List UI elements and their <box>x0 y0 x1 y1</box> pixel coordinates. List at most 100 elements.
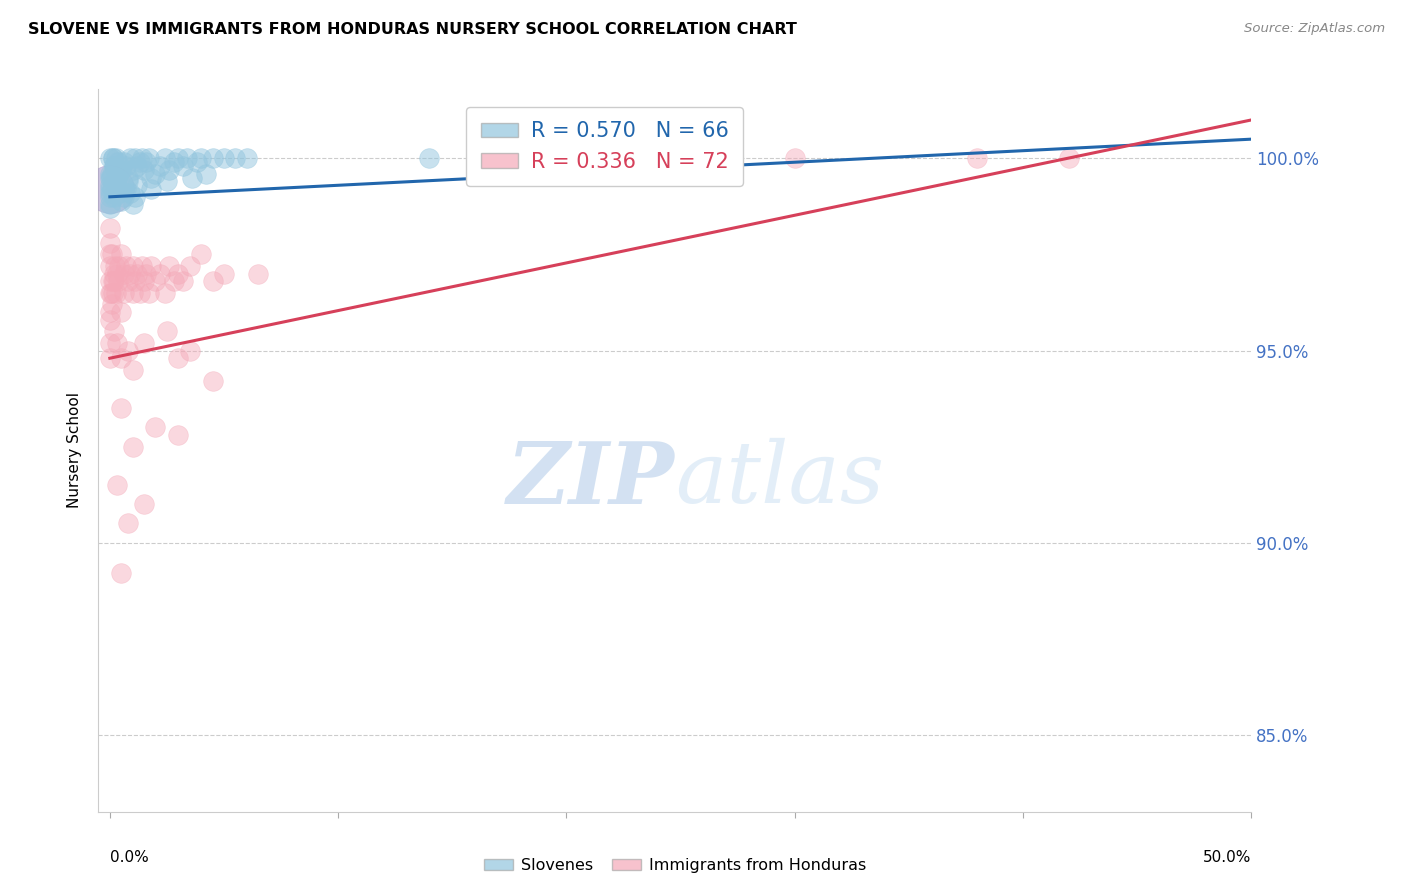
Point <box>98 152 121 166</box>
Point <box>186 155 208 169</box>
Text: atlas: atlas <box>675 438 884 521</box>
Point <box>110 247 132 261</box>
Text: SLOVENE VS IMMIGRANTS FROM HONDURAS NURSERY SCHOOL CORRELATION CHART: SLOVENE VS IMMIGRANTS FROM HONDURAS NURS… <box>28 22 797 37</box>
Point <box>163 155 186 169</box>
Point <box>121 363 143 377</box>
Point <box>201 274 224 288</box>
Point <box>127 159 149 173</box>
Legend: R = 0.570   N = 66, R = 0.336   N = 72: R = 0.570 N = 66, R = 0.336 N = 72 <box>467 107 744 186</box>
Point <box>101 152 124 166</box>
Point <box>172 274 194 288</box>
Point <box>108 259 131 273</box>
Point <box>98 285 121 300</box>
Point <box>117 170 139 185</box>
Point <box>145 420 167 434</box>
Point <box>110 194 132 208</box>
Point <box>103 267 125 281</box>
Point <box>101 274 124 288</box>
Point <box>105 152 128 166</box>
Point <box>103 324 125 338</box>
Point <box>98 313 121 327</box>
Point <box>101 247 124 261</box>
Point <box>157 162 180 177</box>
Point <box>172 159 194 173</box>
Point <box>139 182 162 196</box>
Point <box>112 190 135 204</box>
Text: ZIP: ZIP <box>508 438 675 521</box>
Point <box>105 170 128 185</box>
Point <box>156 174 179 188</box>
Point <box>98 167 121 181</box>
Point <box>131 152 153 166</box>
Point <box>236 152 259 166</box>
Point <box>103 274 125 288</box>
Point <box>105 335 128 350</box>
Point <box>156 324 179 338</box>
Point <box>124 152 146 166</box>
Point <box>114 182 136 196</box>
Point <box>98 190 121 204</box>
Point <box>98 235 121 250</box>
Point <box>135 267 157 281</box>
Point <box>112 267 135 281</box>
Text: Source: ZipAtlas.com: Source: ZipAtlas.com <box>1244 22 1385 36</box>
Point <box>107 274 129 288</box>
Point <box>98 178 121 193</box>
Point <box>98 182 121 196</box>
Point <box>110 305 132 319</box>
Point <box>98 247 121 261</box>
Text: 0.0%: 0.0% <box>110 850 149 865</box>
Point <box>121 259 143 273</box>
Point <box>212 152 235 166</box>
Point <box>103 285 125 300</box>
Point <box>139 259 162 273</box>
Point <box>110 566 132 581</box>
Point <box>966 152 988 166</box>
Point <box>101 182 124 196</box>
Point <box>163 274 186 288</box>
Point <box>128 155 150 169</box>
Point <box>98 186 121 200</box>
Point <box>103 159 125 173</box>
Point <box>138 152 160 166</box>
Point <box>98 274 121 288</box>
Point <box>120 267 142 281</box>
Point <box>105 267 128 281</box>
Point <box>247 267 270 281</box>
Point <box>108 186 131 200</box>
Point <box>167 152 190 166</box>
Point <box>117 274 139 288</box>
Point <box>132 335 155 350</box>
Point <box>167 428 190 442</box>
Point <box>121 162 143 177</box>
Point <box>100 170 122 185</box>
Text: 50.0%: 50.0% <box>1204 850 1251 865</box>
Point <box>132 497 155 511</box>
Point <box>201 374 224 388</box>
Point <box>121 285 143 300</box>
Point <box>112 285 135 300</box>
Point <box>145 167 167 181</box>
Point <box>153 152 176 166</box>
Point <box>121 440 143 454</box>
Point <box>167 351 190 366</box>
Point <box>112 155 135 169</box>
Point <box>783 152 806 166</box>
Y-axis label: Nursery School: Nursery School <box>67 392 83 508</box>
Point <box>117 343 139 358</box>
Point <box>224 152 246 166</box>
Point <box>110 401 132 416</box>
Point <box>104 162 127 177</box>
Point <box>135 155 157 169</box>
Point <box>108 167 131 181</box>
Point <box>105 285 128 300</box>
Point <box>98 197 121 211</box>
Point <box>157 259 180 273</box>
Point <box>103 159 125 173</box>
Point <box>181 170 204 185</box>
Point <box>100 297 122 311</box>
Point <box>1057 152 1080 166</box>
Point <box>117 174 139 188</box>
Point <box>114 259 136 273</box>
Point <box>120 186 142 200</box>
